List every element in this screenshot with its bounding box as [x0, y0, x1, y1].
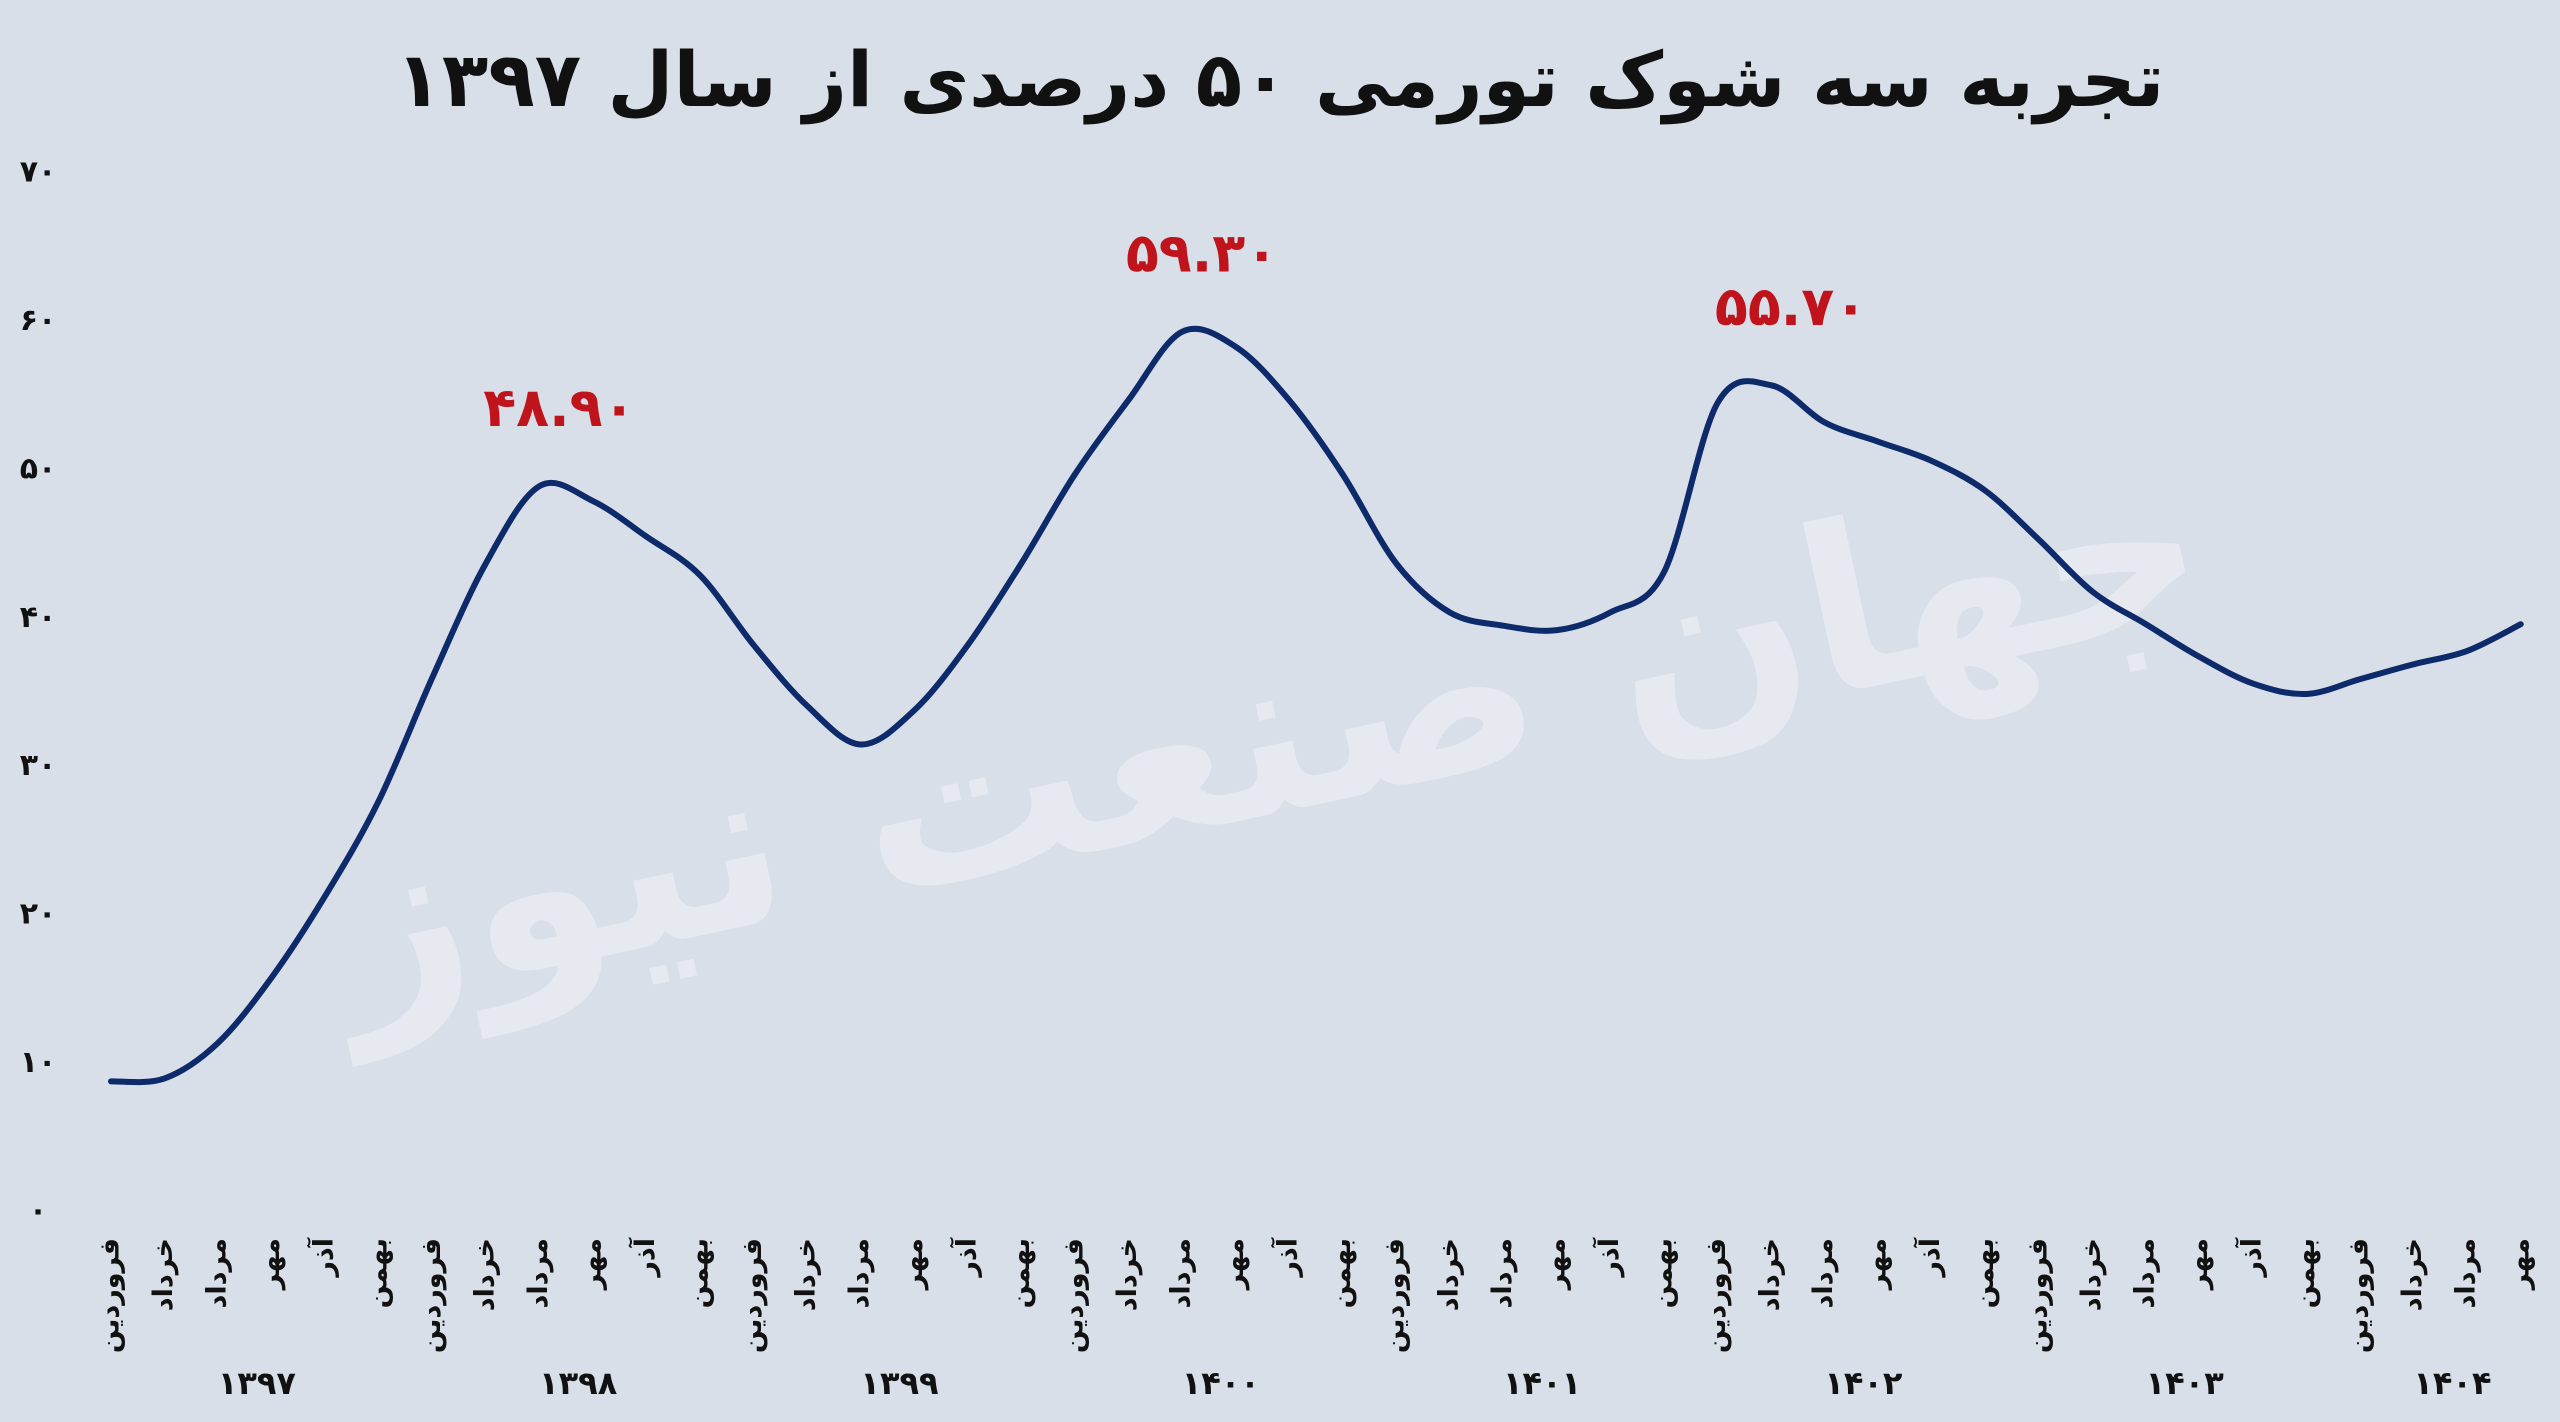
year-label: ۱۳۹۹: [860, 1364, 938, 1402]
x-tick-label: فروردین: [2344, 1238, 2375, 1353]
x-tick-label: خرداد: [2076, 1238, 2107, 1311]
year-label: ۱۳۹۸: [539, 1364, 618, 1402]
x-tick-label: فروردین: [1058, 1238, 1089, 1353]
x-tick-label: مهر: [2183, 1238, 2214, 1291]
x-tick-label: بهمن: [684, 1238, 715, 1308]
year-label: ۱۴۰۲: [1824, 1364, 1903, 1402]
x-tick-label: آذر: [2235, 1237, 2268, 1278]
data-label: ۵۵.۷۰: [1715, 275, 1867, 338]
x-tick-label: مرداد: [2451, 1238, 2482, 1308]
year-label: ۱۴۰۱: [1503, 1364, 1581, 1402]
x-tick-label: مرداد: [844, 1238, 875, 1308]
x-tick-label: فروردین: [1380, 1238, 1411, 1353]
x-tick-label: مهر: [898, 1238, 929, 1291]
x-tick-label: مرداد: [523, 1238, 554, 1308]
x-tick-label: بهمن: [362, 1238, 393, 1308]
x-tick-label: خرداد: [1112, 1238, 1143, 1311]
x-tick-label: خرداد: [469, 1238, 500, 1311]
y-tick-label: ۰: [29, 1194, 47, 1229]
x-tick-label: خرداد: [2397, 1238, 2428, 1311]
x-tick-label: خرداد: [1755, 1238, 1786, 1311]
chart-title: تجربه سه شوک تورمی ۵۰ درصدی از سال ۱۳۹۷: [396, 35, 2165, 125]
x-tick-label: فروردین: [1701, 1238, 1732, 1353]
x-tick-label: فروردین: [2022, 1238, 2053, 1353]
y-tick-label: ۵۰: [20, 451, 57, 486]
x-tick-label: خرداد: [148, 1238, 179, 1311]
y-tick-label: ۳۰: [20, 748, 57, 783]
x-tick-label: بهمن: [2290, 1238, 2321, 1308]
x-tick-label: مهر: [255, 1238, 286, 1291]
x-tick-label: بهمن: [1969, 1238, 2000, 1308]
y-tick-label: ۱۰: [20, 1045, 57, 1080]
x-tick-label: بهمن: [1647, 1238, 1678, 1308]
year-label: ۱۴۰۴: [2413, 1364, 2491, 1402]
x-tick-label: آذر: [1271, 1237, 1304, 1278]
year-label: ۱۴۰۳: [2146, 1364, 2225, 1402]
x-tick-label: آذر: [628, 1237, 661, 1278]
x-tick-label: مهر: [1540, 1238, 1571, 1291]
x-tick-label: مرداد: [1166, 1238, 1197, 1308]
x-tick-label: خرداد: [1433, 1238, 1464, 1311]
data-label: ۴۸.۹۰: [483, 376, 635, 439]
y-tick-label: ۴۰: [20, 600, 57, 635]
x-tick-label: بهمن: [1326, 1238, 1357, 1308]
x-tick-label: مهر: [1862, 1238, 1893, 1291]
x-tick-label: فروردین: [737, 1238, 768, 1353]
x-tick-label: مهر: [576, 1238, 607, 1291]
x-tick-label: فروردین: [95, 1238, 126, 1353]
watermark: جهان صنعت نیوز: [297, 406, 2228, 1068]
x-tick-label: آذر: [949, 1237, 982, 1278]
x-tick-label: مهر: [2504, 1238, 2535, 1291]
x-tick-label: مرداد: [202, 1238, 233, 1308]
x-tick-label: فروردین: [416, 1238, 447, 1353]
y-tick-label: ۲۰: [20, 897, 57, 932]
x-tick-label: مهر: [1219, 1238, 1250, 1291]
y-tick-label: ۶۰: [20, 303, 57, 338]
x-tick-label: خرداد: [791, 1238, 822, 1311]
x-tick-label: مرداد: [2129, 1238, 2160, 1308]
x-tick-label: مرداد: [1487, 1238, 1518, 1308]
x-tick-label: آذر: [1913, 1237, 1946, 1278]
y-tick-label: ۷۰: [20, 155, 57, 190]
x-tick-label: آذر: [307, 1237, 340, 1278]
year-label: ۱۳۹۷: [218, 1364, 297, 1402]
x-tick-label: مرداد: [1808, 1238, 1839, 1308]
x-tick-label: بهمن: [1005, 1238, 1036, 1308]
year-label: ۱۴۰۰: [1182, 1364, 1260, 1402]
line: [108, 325, 2524, 1086]
data-label: ۵۹.۳۰: [1126, 221, 1278, 284]
x-tick-label: آذر: [1592, 1237, 1625, 1278]
